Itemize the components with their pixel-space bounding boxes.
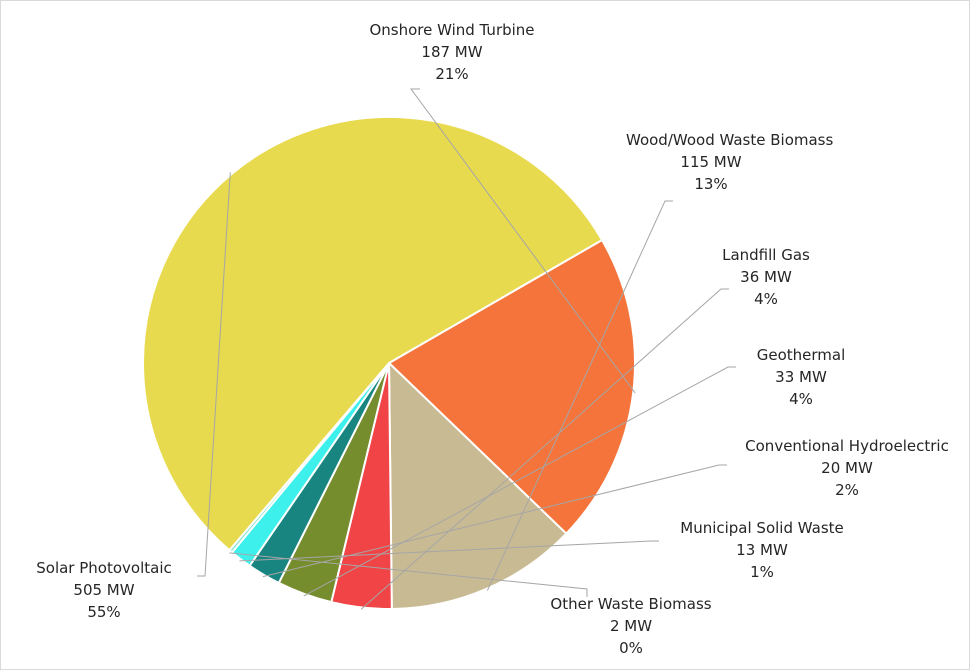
label-other-waste-biomass: Other Waste Biomass 2 MW 0%: [526, 593, 736, 659]
leader-line-geothermal: [303, 366, 736, 597]
leader-line-solar-photovoltaic: [197, 172, 231, 577]
label-percent: 2%: [835, 481, 859, 499]
label-name: Onshore Wind Turbine: [369, 21, 535, 39]
label-name: Geothermal: [756, 346, 846, 364]
label-percent: 4%: [789, 390, 813, 408]
label-percent: 55%: [87, 603, 121, 621]
label-percent: 21%: [435, 65, 469, 83]
label-municipal-solid-waste: Municipal Solid Waste 13 MW 1%: [656, 517, 868, 583]
label-name: Wood/Wood Waste Biomass: [626, 131, 834, 149]
label-landfill-gas: Landfill Gas 36 MW 4%: [706, 244, 826, 310]
leader-line-conventional-hydroelectric: [262, 464, 727, 578]
leader-line-municipal-solid-waste: [239, 540, 659, 562]
label-name: Landfill Gas: [722, 246, 810, 264]
label-geothermal: Geothermal 33 MW 4%: [741, 344, 861, 410]
label-percent: 1%: [750, 563, 774, 581]
label-value: 20 MW: [821, 459, 873, 477]
label-value: 33 MW: [775, 368, 827, 386]
label-wood-biomass: Wood/Wood Waste Biomass 115 MW 13%: [626, 129, 834, 195]
label-solar-photovoltaic: Solar Photovoltaic 505 MW 55%: [11, 557, 197, 623]
leader-line-wood-wood-waste-biomass: [486, 200, 673, 591]
label-name: Other Waste Biomass: [550, 595, 712, 613]
leader-line-landfill-gas: [360, 288, 729, 610]
label-onshore-wind-turbine: Onshore Wind Turbine 187 MW 21%: [352, 19, 552, 85]
label-value: 36 MW: [740, 268, 792, 286]
label-name: Solar Photovoltaic: [36, 559, 172, 577]
pie-slice-onshore-wind-turbine: [388, 239, 636, 535]
label-value: 2 MW: [609, 617, 653, 635]
leader-line-other-waste-biomass: [229, 552, 588, 597]
label-value: 505 MW: [73, 581, 135, 599]
label-percent: 4%: [754, 290, 778, 308]
label-value: 115 MW: [680, 153, 742, 171]
label-percent: 0%: [619, 639, 643, 657]
label-conventional-hydroelectric: Conventional Hydroelectric 20 MW 2%: [729, 435, 965, 501]
label-value: 13 MW: [736, 541, 788, 559]
label-name: Conventional Hydroelectric: [745, 437, 949, 455]
leader-line-onshore-wind-turbine: [410, 88, 636, 394]
pie-slice-solar-photovoltaic: [142, 116, 604, 552]
label-percent: 13%: [694, 175, 728, 193]
label-name: Municipal Solid Waste: [680, 519, 844, 537]
label-value: 187 MW: [421, 43, 483, 61]
